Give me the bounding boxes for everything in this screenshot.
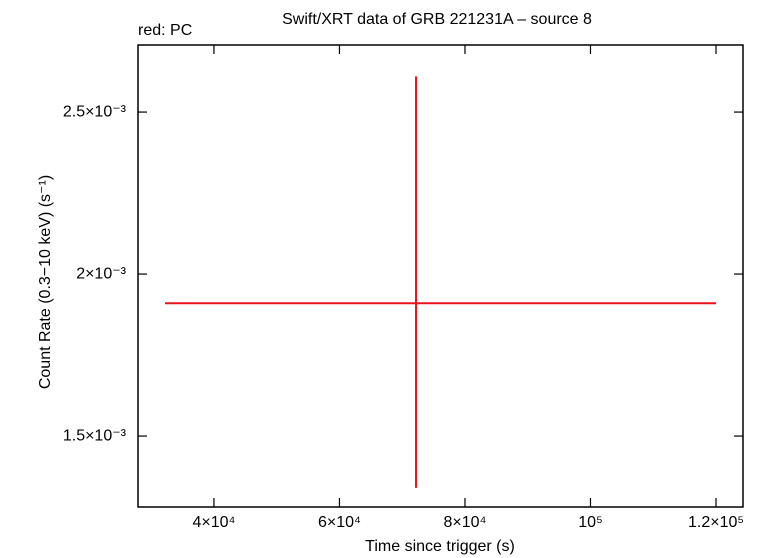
y-tick-label: 2×10⁻³ [76,265,126,282]
x-axis-label: Time since trigger (s) [365,538,515,555]
x-tick-label: 8×10⁴ [444,514,487,531]
annotation: red: PC [138,22,192,39]
y-tick-label: 2.5×10⁻³ [63,103,127,120]
y-axis-label: Count Rate (0.3−10 keV) (s⁻¹) [37,175,54,389]
x-tick-label: 6×10⁴ [318,514,361,531]
x-tick-label: 1.2×10⁵ [688,514,744,531]
x-tick-label: 4×10⁴ [192,514,235,531]
chart-title: Swift/XRT data of GRB 221231A – source 8 [282,11,592,28]
x-tick-label: 10⁵ [578,514,602,531]
plot-frame [137,44,744,508]
y-tick-label: 1.5×10⁻³ [63,427,127,444]
